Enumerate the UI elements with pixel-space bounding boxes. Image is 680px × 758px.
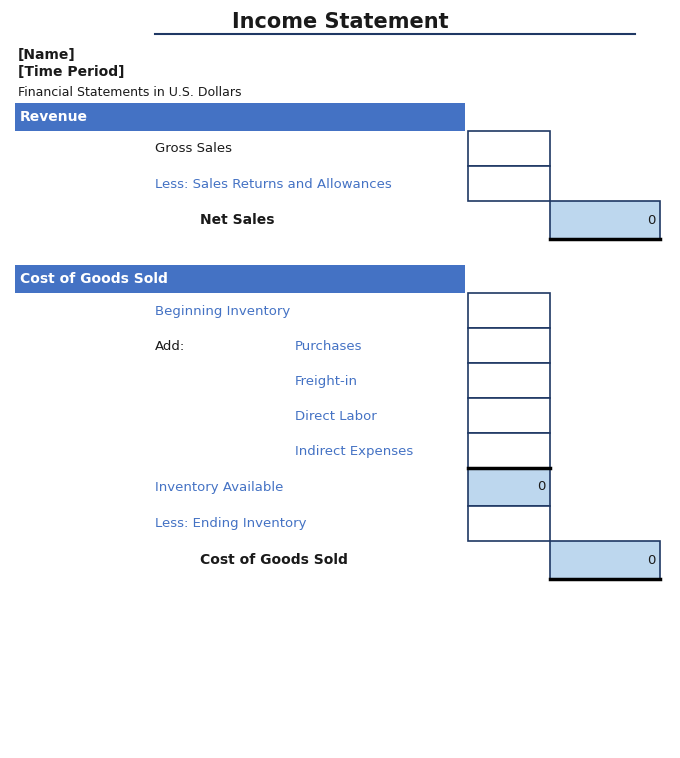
Bar (468, 398, 550, 433)
Text: Direct Labor: Direct Labor (295, 409, 377, 422)
Text: Revenue: Revenue (20, 110, 88, 124)
Bar (550, 201, 660, 239)
Text: Less: Ending Inventory: Less: Ending Inventory (155, 518, 307, 531)
Text: 0: 0 (537, 481, 545, 493)
Text: Financial Statements in U.S. Dollars: Financial Statements in U.S. Dollars (18, 86, 241, 99)
Bar (468, 363, 550, 398)
Bar (468, 293, 550, 328)
Text: Gross Sales: Gross Sales (155, 143, 232, 155)
Text: [Time Period]: [Time Period] (18, 65, 124, 79)
Text: Net Sales: Net Sales (200, 213, 275, 227)
Bar (468, 468, 550, 506)
Bar (15, 265, 465, 293)
Text: Add:: Add: (155, 340, 185, 352)
Text: Less: Sales Returns and Allowances: Less: Sales Returns and Allowances (155, 178, 392, 192)
Bar (468, 131, 550, 166)
Text: [Name]: [Name] (18, 48, 75, 62)
Bar (15, 103, 465, 131)
Bar (468, 506, 550, 541)
Text: 0: 0 (647, 553, 655, 566)
Text: Cost of Goods Sold: Cost of Goods Sold (200, 553, 348, 567)
Text: Indirect Expenses: Indirect Expenses (295, 444, 413, 458)
Text: Inventory Available: Inventory Available (155, 481, 284, 493)
Text: Income Statement: Income Statement (232, 12, 448, 32)
Text: Purchases: Purchases (295, 340, 362, 352)
Bar (550, 541, 660, 579)
Text: 0: 0 (647, 214, 655, 227)
Bar (468, 433, 550, 468)
Text: Freight-in: Freight-in (295, 374, 358, 387)
Text: Beginning Inventory: Beginning Inventory (155, 305, 290, 318)
Bar (468, 166, 550, 201)
Bar (468, 328, 550, 363)
Text: Cost of Goods Sold: Cost of Goods Sold (20, 272, 168, 286)
